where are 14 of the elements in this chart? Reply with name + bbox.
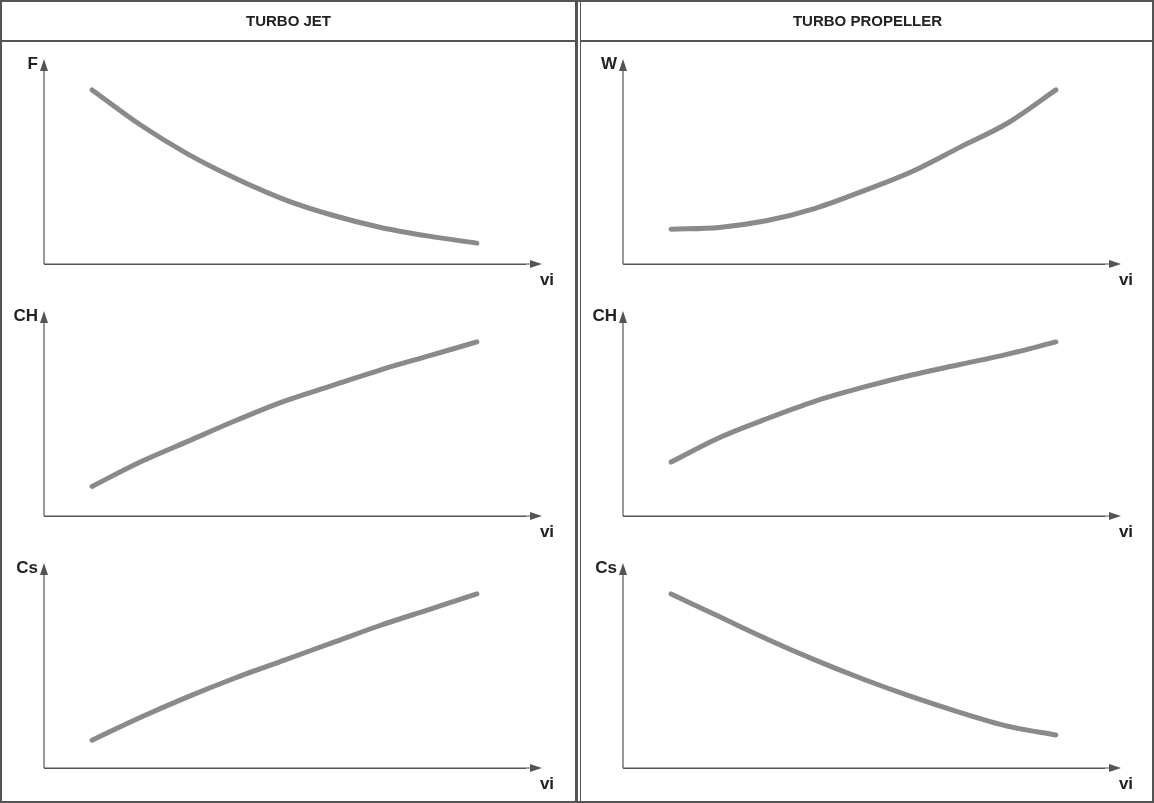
x-axis-title: vi	[1118, 774, 1134, 794]
y-axis-title: Cs	[595, 557, 617, 577]
chart-title: TURBO JET	[2, 2, 575, 42]
y-axis-title: CH	[13, 305, 38, 325]
x-axis-title: vi	[539, 774, 555, 794]
chart-title: TURBO PROPELLER	[581, 2, 1154, 42]
y-axis-title: CH	[592, 305, 617, 325]
x-axis-title: vi	[1118, 522, 1134, 542]
x-axis-title: vi	[1118, 270, 1134, 290]
x-axis-title: vi	[539, 270, 555, 290]
y-axis-title: W	[600, 53, 618, 73]
y-axis-title: F	[27, 53, 38, 73]
x-axis-title: vi	[539, 522, 555, 542]
y-axis-title: Cs	[16, 557, 38, 577]
